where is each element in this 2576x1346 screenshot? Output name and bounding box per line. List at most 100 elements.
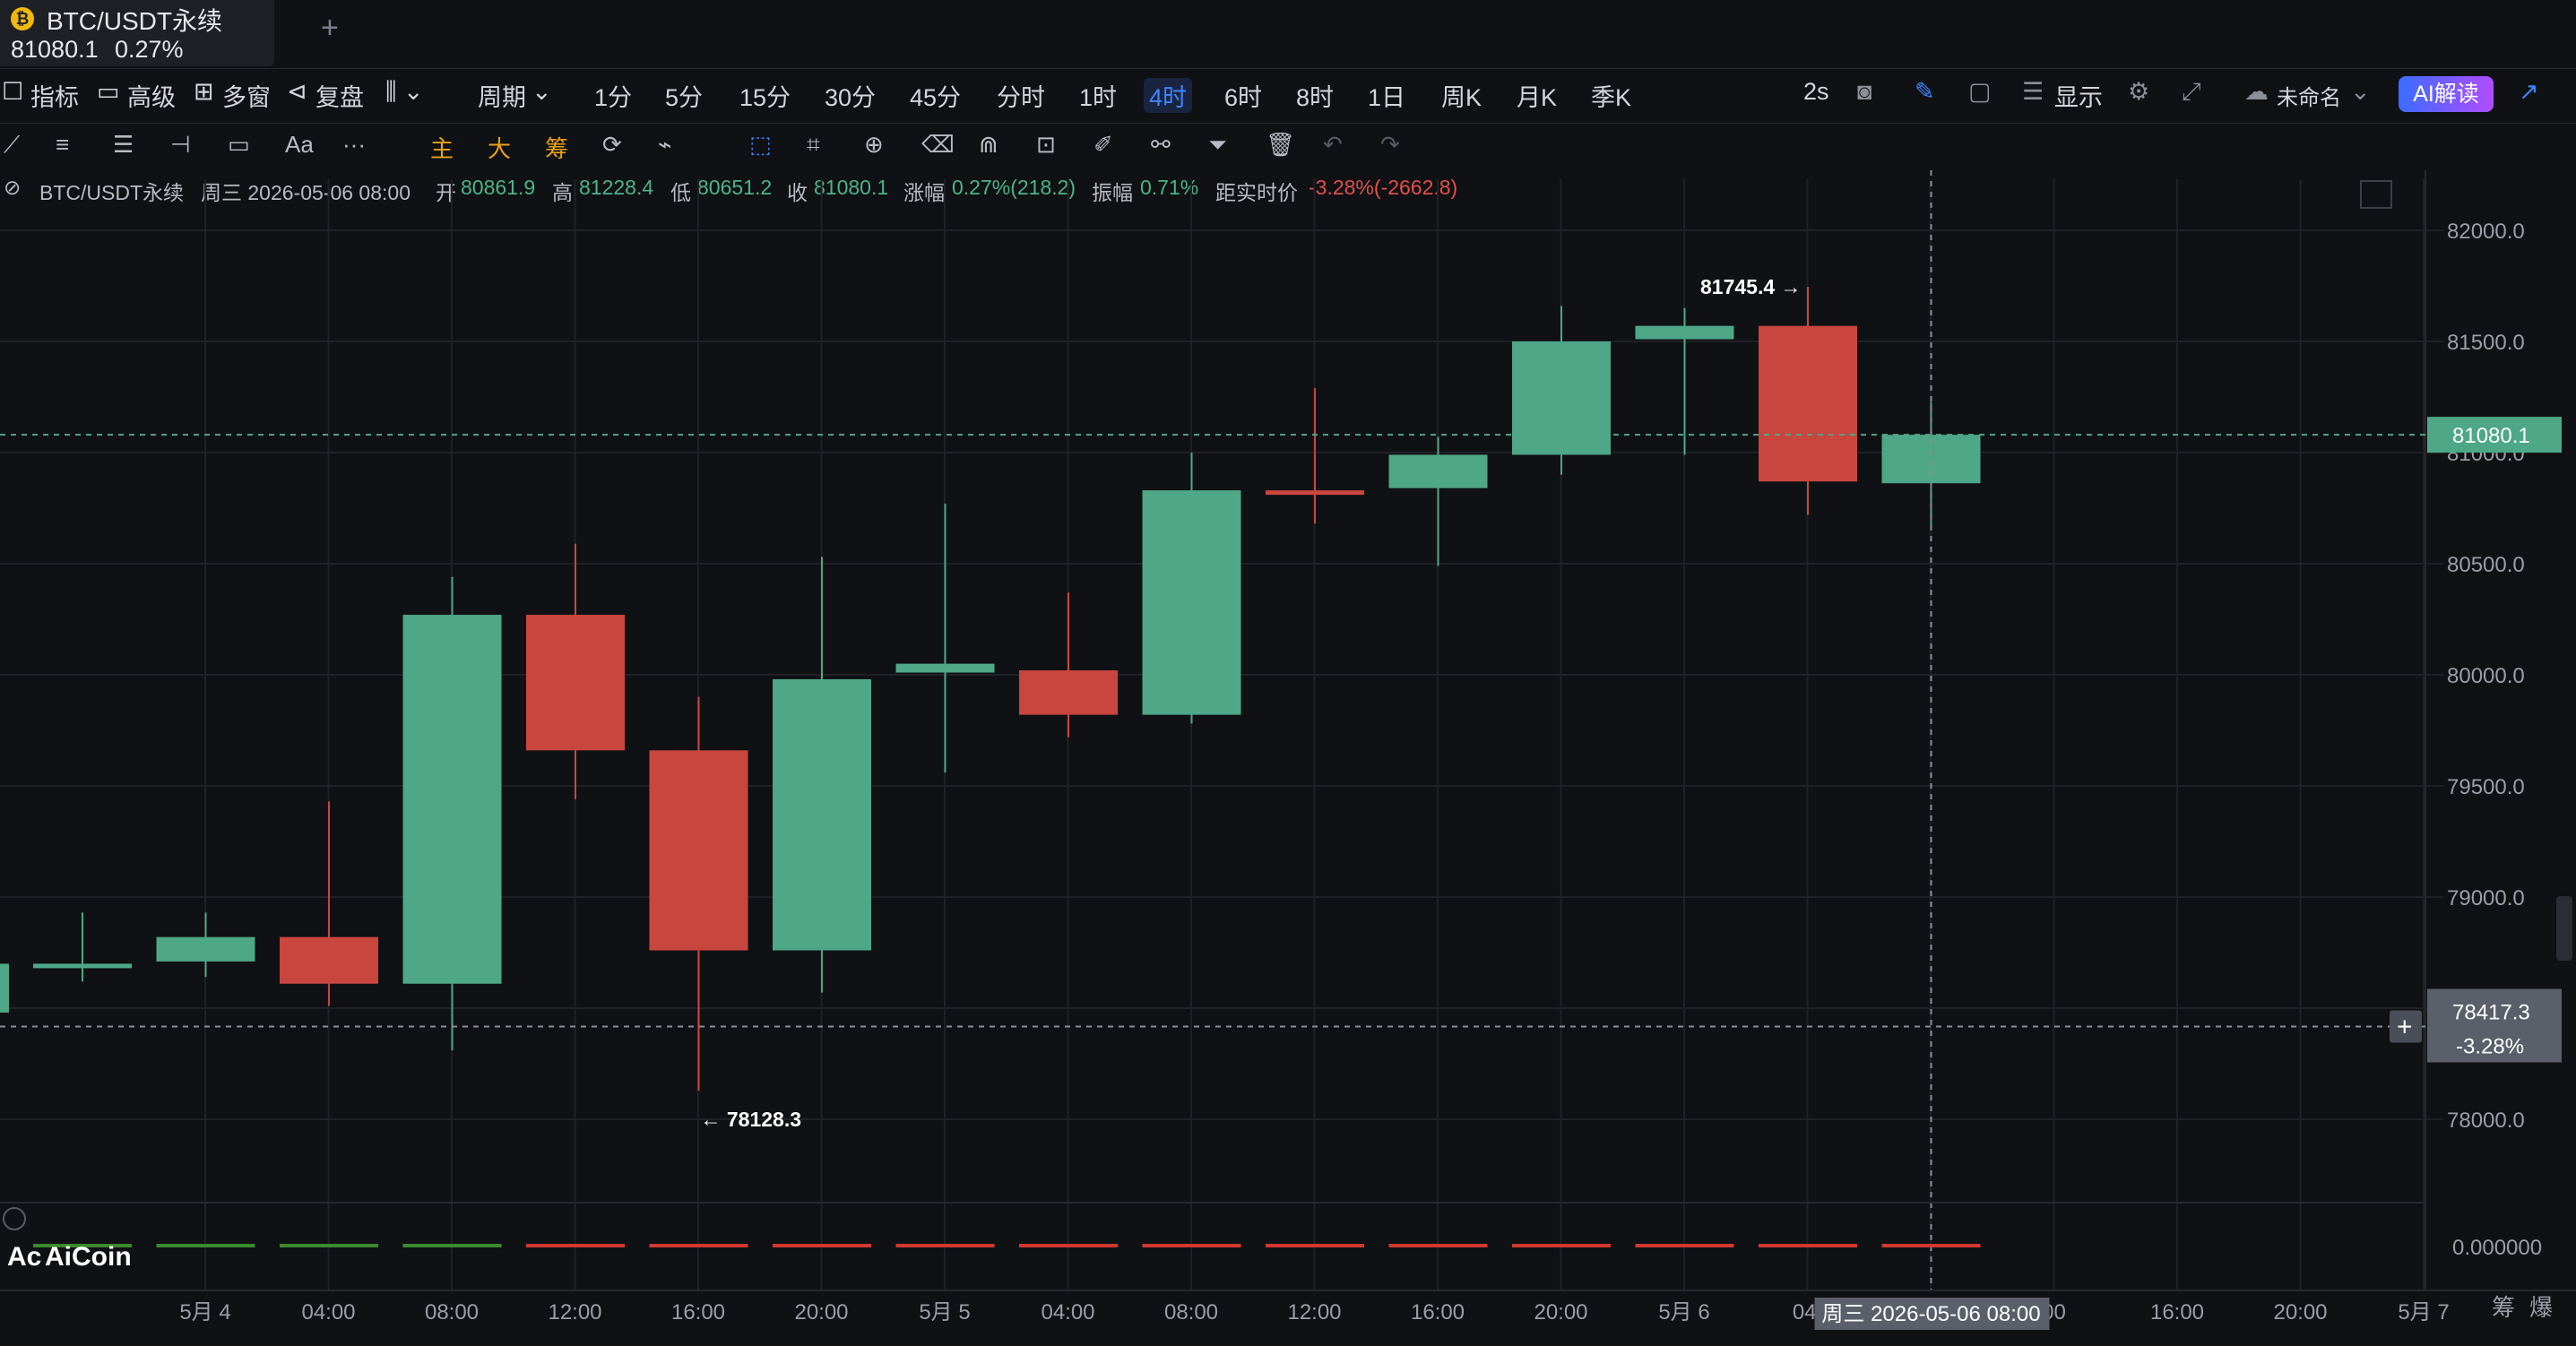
camera-icon[interactable]: ◙ bbox=[1857, 78, 1872, 105]
interval-4h[interactable]: 4时 bbox=[1144, 78, 1193, 113]
rectangle-icon[interactable]: ▭ bbox=[228, 131, 250, 158]
candle-body[interactable] bbox=[280, 936, 378, 984]
undo-icon[interactable]: ↶ bbox=[1323, 131, 1343, 158]
y-tick-label: 79500.0 bbox=[2447, 775, 2525, 799]
distance-value: -3.28%(-2662.8) bbox=[1309, 176, 1458, 199]
right-scroll-handle[interactable] bbox=[2556, 896, 2572, 961]
interval-5m[interactable]: 5分 bbox=[665, 84, 704, 111]
settings-icon[interactable]: ⚙ bbox=[2128, 78, 2150, 105]
interval-1m[interactable]: 1分 bbox=[594, 84, 633, 111]
replay-icon[interactable]: ⊲ bbox=[287, 78, 307, 105]
period-dropdown[interactable]: 周期 bbox=[478, 84, 526, 111]
liquidation-corner-label: 爆 bbox=[2529, 1294, 2553, 1321]
magnet-icon[interactable]: ⋒ bbox=[979, 131, 998, 158]
ruler-icon[interactable]: ⌗ bbox=[807, 131, 820, 158]
parallel-lines-icon[interactable]: ≡ bbox=[56, 131, 70, 158]
expand-subpanel-icon[interactable] bbox=[3, 1207, 26, 1230]
chevron-down-icon[interactable]: ⌄ bbox=[2350, 78, 2371, 105]
cloud-icon[interactable]: ☁ bbox=[2244, 78, 2269, 105]
display-button[interactable]: 显示 bbox=[2054, 84, 2103, 111]
select-icon[interactable]: ⬚ bbox=[749, 131, 772, 158]
low-value: 80651.2 bbox=[697, 176, 773, 199]
text-tool[interactable]: Aa bbox=[285, 131, 314, 158]
chips-toggle[interactable]: 筹 bbox=[545, 135, 569, 162]
pen-icon[interactable]: ✎ bbox=[1915, 78, 1935, 105]
redo-icon[interactable]: ↷ bbox=[1380, 131, 1400, 158]
multi-window-icon[interactable]: ⊞ bbox=[194, 78, 214, 105]
sub-value-label: 0.000000 bbox=[2452, 1236, 2542, 1260]
candle-body[interactable] bbox=[649, 750, 748, 951]
horizontal-lines-icon[interactable]: ☰ bbox=[113, 131, 134, 158]
add-tab-icon[interactable]: + bbox=[321, 11, 339, 45]
advanced-button[interactable]: 高级 bbox=[127, 84, 176, 111]
filter-icon[interactable]: ⏷ bbox=[1208, 131, 1227, 158]
candle-body[interactable] bbox=[526, 615, 625, 751]
fullscreen-icon[interactable]: ⤢ bbox=[2182, 78, 2201, 105]
big-order-toggle[interactable]: 大 bbox=[488, 135, 512, 162]
candle-body[interactable] bbox=[1388, 454, 1488, 488]
expand-icon[interactable] bbox=[2360, 180, 2392, 209]
sync-icon[interactable]: ⟳ bbox=[602, 131, 622, 158]
x-tick-label: 04:00 bbox=[301, 1300, 355, 1324]
candlestick-chart[interactable]: 82000.081500.081000.080500.080000.079500… bbox=[0, 170, 2576, 1346]
interval-8h[interactable]: 8时 bbox=[1296, 84, 1335, 111]
interval-1d[interactable]: 1日 bbox=[1368, 84, 1406, 111]
advanced-icon[interactable]: ▭ bbox=[97, 78, 120, 105]
lock-icon[interactable]: ⊡ bbox=[1036, 131, 1056, 158]
candle-body[interactable] bbox=[402, 615, 502, 984]
candle-body[interactable] bbox=[1019, 670, 1118, 715]
main-chart-toggle[interactable]: 主 bbox=[430, 135, 454, 162]
candle-body[interactable] bbox=[1635, 325, 1734, 340]
interval-season[interactable]: 季K bbox=[1591, 84, 1632, 111]
multi-window-button[interactable]: 多窗 bbox=[222, 84, 271, 111]
link-icon[interactable]: ⚯ bbox=[1151, 131, 1171, 158]
more-tools[interactable]: ··· bbox=[342, 131, 366, 158]
brush-icon[interactable]: ⌁ bbox=[658, 131, 672, 158]
candle-body[interactable] bbox=[33, 963, 132, 969]
trendline-icon[interactable]: ⟋ bbox=[4, 131, 21, 158]
candle-body[interactable] bbox=[1266, 490, 1364, 496]
collapse-icon[interactable]: ⊘ bbox=[4, 176, 22, 199]
share-icon[interactable]: ↗ bbox=[2519, 78, 2539, 105]
layout-icon[interactable]: ▢ bbox=[1968, 78, 1992, 105]
chart-type-dropdown-icon[interactable]: ⫼ ⌄ bbox=[385, 78, 424, 105]
trash-icon[interactable]: 🗑 bbox=[1266, 131, 1296, 158]
change-label: 涨幅 bbox=[903, 181, 945, 204]
interval-1h[interactable]: 1时 bbox=[1079, 84, 1118, 111]
replay-button[interactable]: 复盘 bbox=[316, 84, 364, 111]
add-alert-button[interactable] bbox=[2390, 1010, 2422, 1043]
zoom-icon[interactable]: ⊕ bbox=[864, 131, 884, 158]
x-tick-label: 20:00 bbox=[1534, 1300, 1587, 1324]
y-tick-label: 79000.0 bbox=[2447, 886, 2525, 910]
ai-interpret-button[interactable]: AI解读 bbox=[2399, 76, 2494, 112]
change-value: 0.27%(218.2) bbox=[952, 176, 1076, 199]
horizontal-ray-icon[interactable]: ⊣ bbox=[170, 131, 191, 158]
interval-15m[interactable]: 15分 bbox=[739, 84, 791, 111]
interval-6h[interactable]: 6时 bbox=[1224, 84, 1263, 111]
indicator-button[interactable]: 指标 bbox=[30, 84, 79, 111]
candle-body[interactable] bbox=[773, 678, 871, 951]
candle-body[interactable] bbox=[156, 936, 255, 962]
indicator-icon[interactable]: ☐ bbox=[2, 78, 24, 105]
layout-name-dropdown[interactable]: 未命名 bbox=[2277, 86, 2341, 110]
open-value: 80861.9 bbox=[461, 176, 536, 199]
watermark-text: AiCoin bbox=[45, 1242, 132, 1272]
candle-body[interactable] bbox=[1142, 490, 1241, 715]
interval-45m[interactable]: 45分 bbox=[910, 84, 962, 111]
interval-30m[interactable]: 30分 bbox=[825, 84, 877, 111]
min-price-label: ← 78128.3 bbox=[701, 1108, 802, 1131]
interval-timeshare[interactable]: 分时 bbox=[997, 84, 1045, 111]
interval-week[interactable]: 周K bbox=[1441, 84, 1482, 111]
candle-body[interactable] bbox=[1512, 341, 1611, 455]
high-value: 81228.4 bbox=[579, 176, 654, 199]
candle-body[interactable] bbox=[1759, 325, 1857, 482]
edit-icon[interactable]: ✐ bbox=[1094, 131, 1113, 158]
eraser-icon[interactable]: ⌫ bbox=[921, 131, 955, 158]
list-icon[interactable]: ☰ bbox=[2022, 78, 2044, 105]
symbol-tab[interactable]: ₿ BTC/USDT永续 81080.1 0.27% bbox=[0, 0, 274, 66]
chevron-down-icon[interactable]: ⌄ bbox=[532, 78, 552, 105]
refresh-rate[interactable]: 2s bbox=[1803, 78, 1829, 105]
interval-month[interactable]: 月K bbox=[1517, 84, 1558, 111]
candle-body[interactable] bbox=[895, 663, 995, 673]
distance-label: 距实时价 bbox=[1215, 181, 1298, 204]
